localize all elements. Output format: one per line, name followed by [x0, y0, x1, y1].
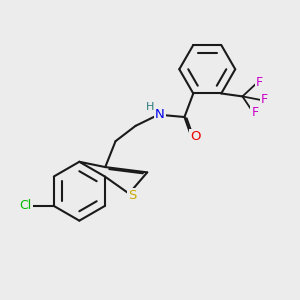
Text: F: F	[261, 93, 268, 106]
Text: Cl: Cl	[20, 200, 32, 212]
Text: S: S	[128, 189, 136, 203]
Text: H: H	[146, 102, 154, 112]
Text: F: F	[256, 76, 263, 89]
Text: O: O	[190, 130, 201, 143]
Text: N: N	[155, 108, 165, 121]
Text: F: F	[251, 106, 258, 118]
